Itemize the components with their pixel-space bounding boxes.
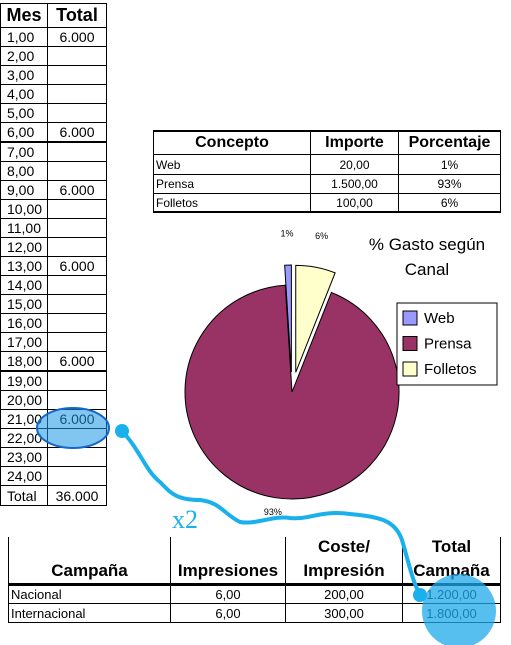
header-cell: Total: [47, 3, 107, 28]
month-cell: 15,00: [0, 294, 48, 315]
total-cell: [47, 46, 107, 67]
total-cell: [47, 275, 107, 296]
total-cell: [47, 84, 107, 105]
month-cell: 3,00: [0, 65, 48, 86]
table-cell: 6,00: [170, 585, 286, 604]
total-cell: 6.000: [47, 351, 107, 372]
legend-label: Folletos: [424, 361, 477, 378]
month-cell: 24,00: [0, 465, 48, 486]
total-cell: 6.000: [47, 122, 107, 143]
total-cell: [47, 160, 107, 181]
table-cell: Internacional: [8, 603, 171, 623]
month-cell: 19,00: [0, 370, 48, 391]
month-cell: 8,00: [0, 160, 48, 181]
month-cell: 5,00: [0, 103, 48, 124]
month-cell: 21,00: [0, 408, 48, 429]
month-cell: 7,00: [0, 141, 48, 162]
month-cell: 2,00: [0, 46, 48, 67]
total-cell: [47, 217, 107, 238]
legend-label: Web: [424, 310, 455, 327]
total-cell: [47, 141, 107, 162]
total-cell: [47, 65, 107, 86]
total-cell: [47, 236, 107, 257]
header-cell: Impresiones: [170, 537, 286, 585]
total-cell: 6.000: [47, 408, 107, 429]
total-cell: [47, 313, 107, 334]
data-label: 1%: [281, 228, 294, 238]
legend-swatch: [402, 310, 418, 326]
month-cell: 22,00: [0, 427, 48, 448]
table-cell: 20,00: [310, 154, 399, 175]
month-cell: 23,00: [0, 446, 48, 467]
table-cell: 1.500,00: [310, 174, 399, 194]
header-cell: Coste/ Impresión: [285, 537, 403, 585]
legend-label: Prensa: [424, 335, 472, 352]
table-cell: Nacional: [8, 585, 171, 604]
month-cell: 18,00: [0, 351, 48, 372]
header-cell: Campaña: [8, 537, 171, 585]
table-cell: 93%: [398, 174, 501, 194]
total-cell: 6.000: [47, 27, 107, 48]
data-label: 93%: [264, 507, 282, 517]
total-cell: 6.000: [47, 256, 107, 277]
chart-title: % Gasto según Canal: [368, 235, 486, 279]
table-cell: Web: [153, 154, 311, 175]
table-cell: 200,00: [285, 585, 403, 604]
total-cell: [47, 103, 107, 124]
month-cell: 10,00: [0, 198, 48, 219]
legend-swatch: [402, 336, 418, 351]
table-cell: 1.200,00: [402, 585, 501, 604]
total-cell: [47, 465, 107, 486]
table-cell: 1%: [398, 154, 501, 175]
pie-slice: [184, 284, 400, 500]
total-cell: [47, 389, 107, 410]
table-cell: 100,00: [310, 193, 399, 213]
month-cell: 13,00: [0, 256, 48, 277]
month-cell: 20,00: [0, 389, 48, 410]
legend-swatch: [402, 361, 418, 377]
month-cell: 9,00: [0, 179, 48, 200]
table-cell: 6,00: [170, 603, 286, 623]
month-cell: 11,00: [0, 217, 48, 238]
total-cell: [47, 332, 107, 353]
table-cell: 300,00: [285, 603, 403, 623]
total-cell: [47, 198, 107, 219]
header-cell: Mes: [0, 3, 48, 28]
table-cell: 6%: [398, 193, 501, 213]
table-cell: Prensa: [153, 174, 311, 194]
pie-slice: [295, 264, 336, 373]
month-cell: 14,00: [0, 275, 48, 296]
footer-cell: 36.000: [47, 485, 107, 506]
pie-slice: [284, 264, 292, 373]
month-cell: 16,00: [0, 313, 48, 334]
month-cell: 6,00: [0, 122, 48, 143]
header-cell: Importe: [310, 130, 399, 155]
total-cell: [47, 427, 107, 448]
footer-cell: Total: [0, 485, 48, 506]
header-cell: Concepto: [153, 130, 311, 155]
month-cell: 12,00: [0, 236, 48, 257]
total-cell: 6.000: [47, 179, 107, 200]
month-cell: 1,00: [0, 27, 48, 48]
month-cell: 17,00: [0, 332, 48, 353]
total-cell: [47, 370, 107, 391]
data-label: 6%: [315, 231, 328, 241]
header-cell: Porcentaje: [398, 130, 501, 155]
total-cell: [47, 294, 107, 315]
month-cell: 4,00: [0, 84, 48, 105]
table-cell: Folletos: [153, 193, 311, 213]
total-cell: [47, 446, 107, 467]
table-cell: 1.800,00: [402, 603, 501, 623]
header-cell: Total Campaña: [402, 537, 501, 585]
